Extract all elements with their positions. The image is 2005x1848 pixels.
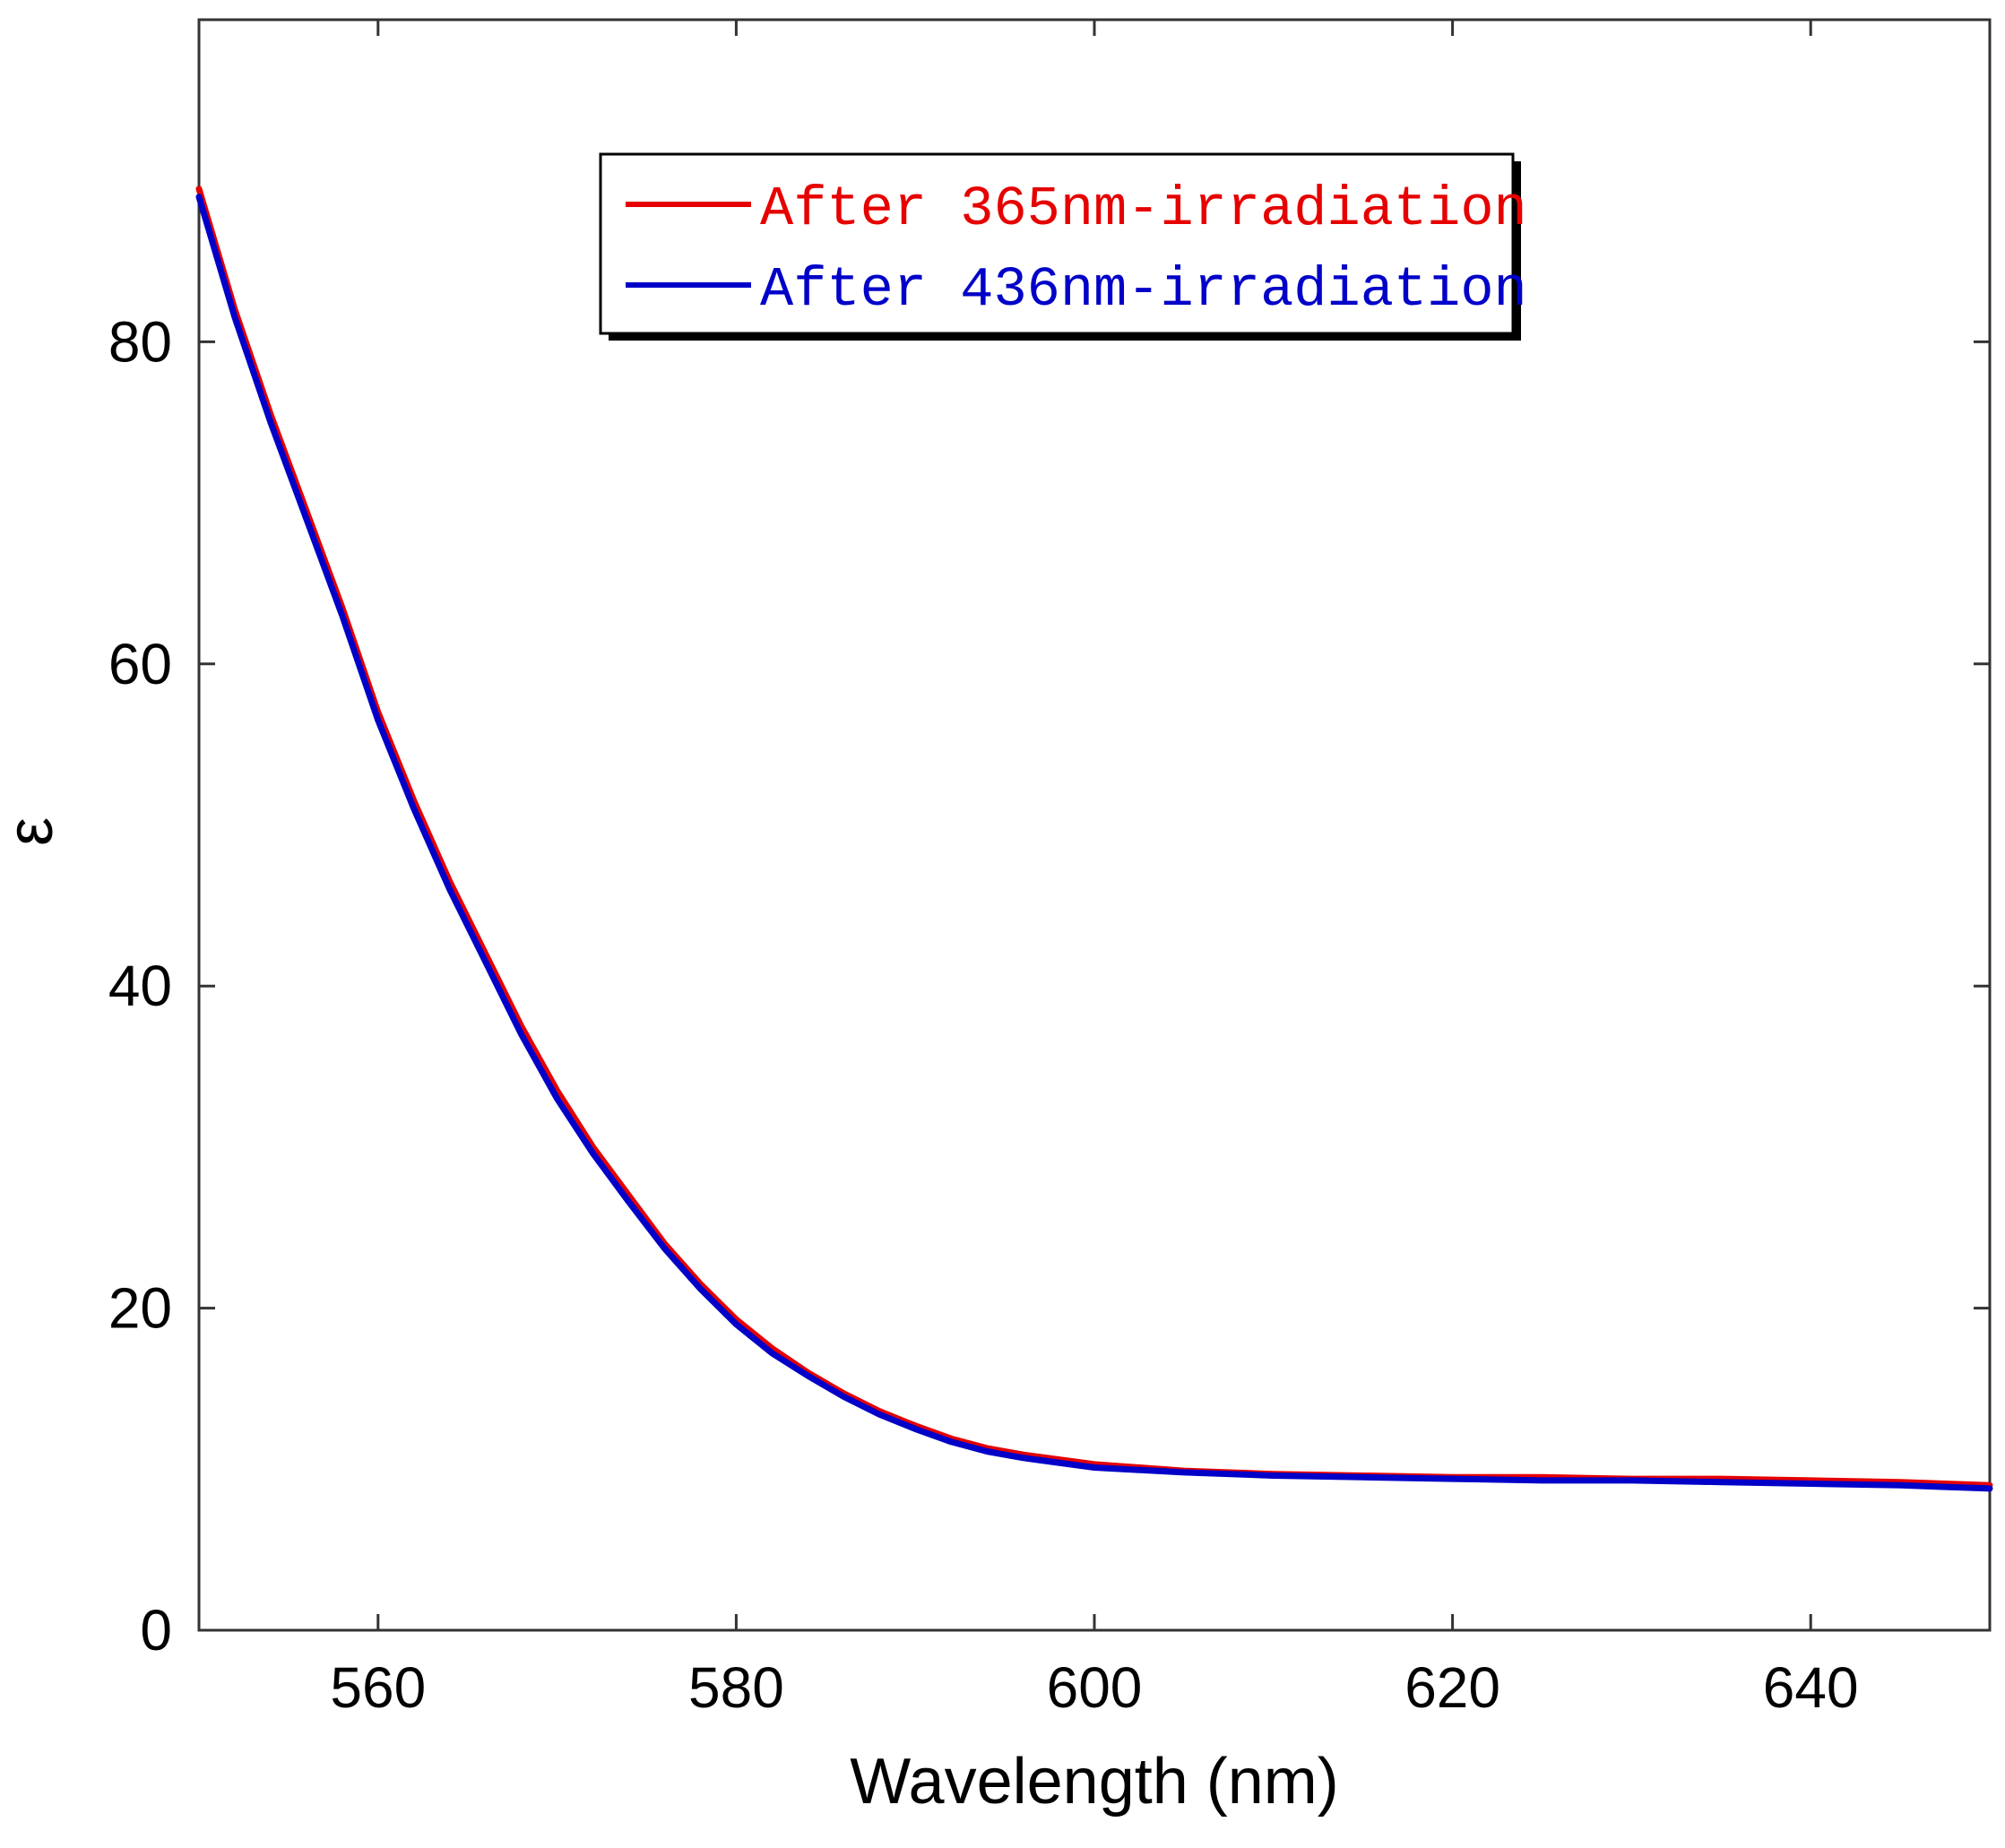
legend-entry-436nm: After 436nm-irradiation bbox=[760, 258, 1527, 322]
y-tick-label: 20 bbox=[108, 1276, 172, 1341]
y-tick-label: 80 bbox=[108, 309, 172, 374]
legend-box bbox=[599, 152, 1515, 335]
y-axis-label: ε bbox=[0, 817, 66, 846]
legend-entry-365nm: After 365nm-irradiation bbox=[760, 177, 1527, 241]
tick-labels: 560 580 600 620 640 0 20 40 60 80 bbox=[108, 309, 1859, 1720]
x-tick-label: 600 bbox=[1047, 1655, 1143, 1720]
x-tick-label: 580 bbox=[688, 1655, 784, 1720]
y-tick-label: 40 bbox=[108, 954, 172, 1018]
x-tick-label: 640 bbox=[1763, 1655, 1859, 1720]
data-series bbox=[195, 186, 1993, 1492]
y-tick-label: 60 bbox=[108, 632, 172, 696]
x-tick-label: 620 bbox=[1404, 1655, 1500, 1720]
series-line-436nm bbox=[195, 194, 1993, 1492]
legend: After 365nm-irradiation After 436nm-irra… bbox=[599, 152, 1527, 341]
x-tick-label: 560 bbox=[330, 1655, 426, 1720]
y-tick-label: 0 bbox=[140, 1598, 172, 1662]
x-axis-label: Wavelength (nm) bbox=[850, 1746, 1339, 1818]
axis-ticks bbox=[199, 20, 1990, 1632]
